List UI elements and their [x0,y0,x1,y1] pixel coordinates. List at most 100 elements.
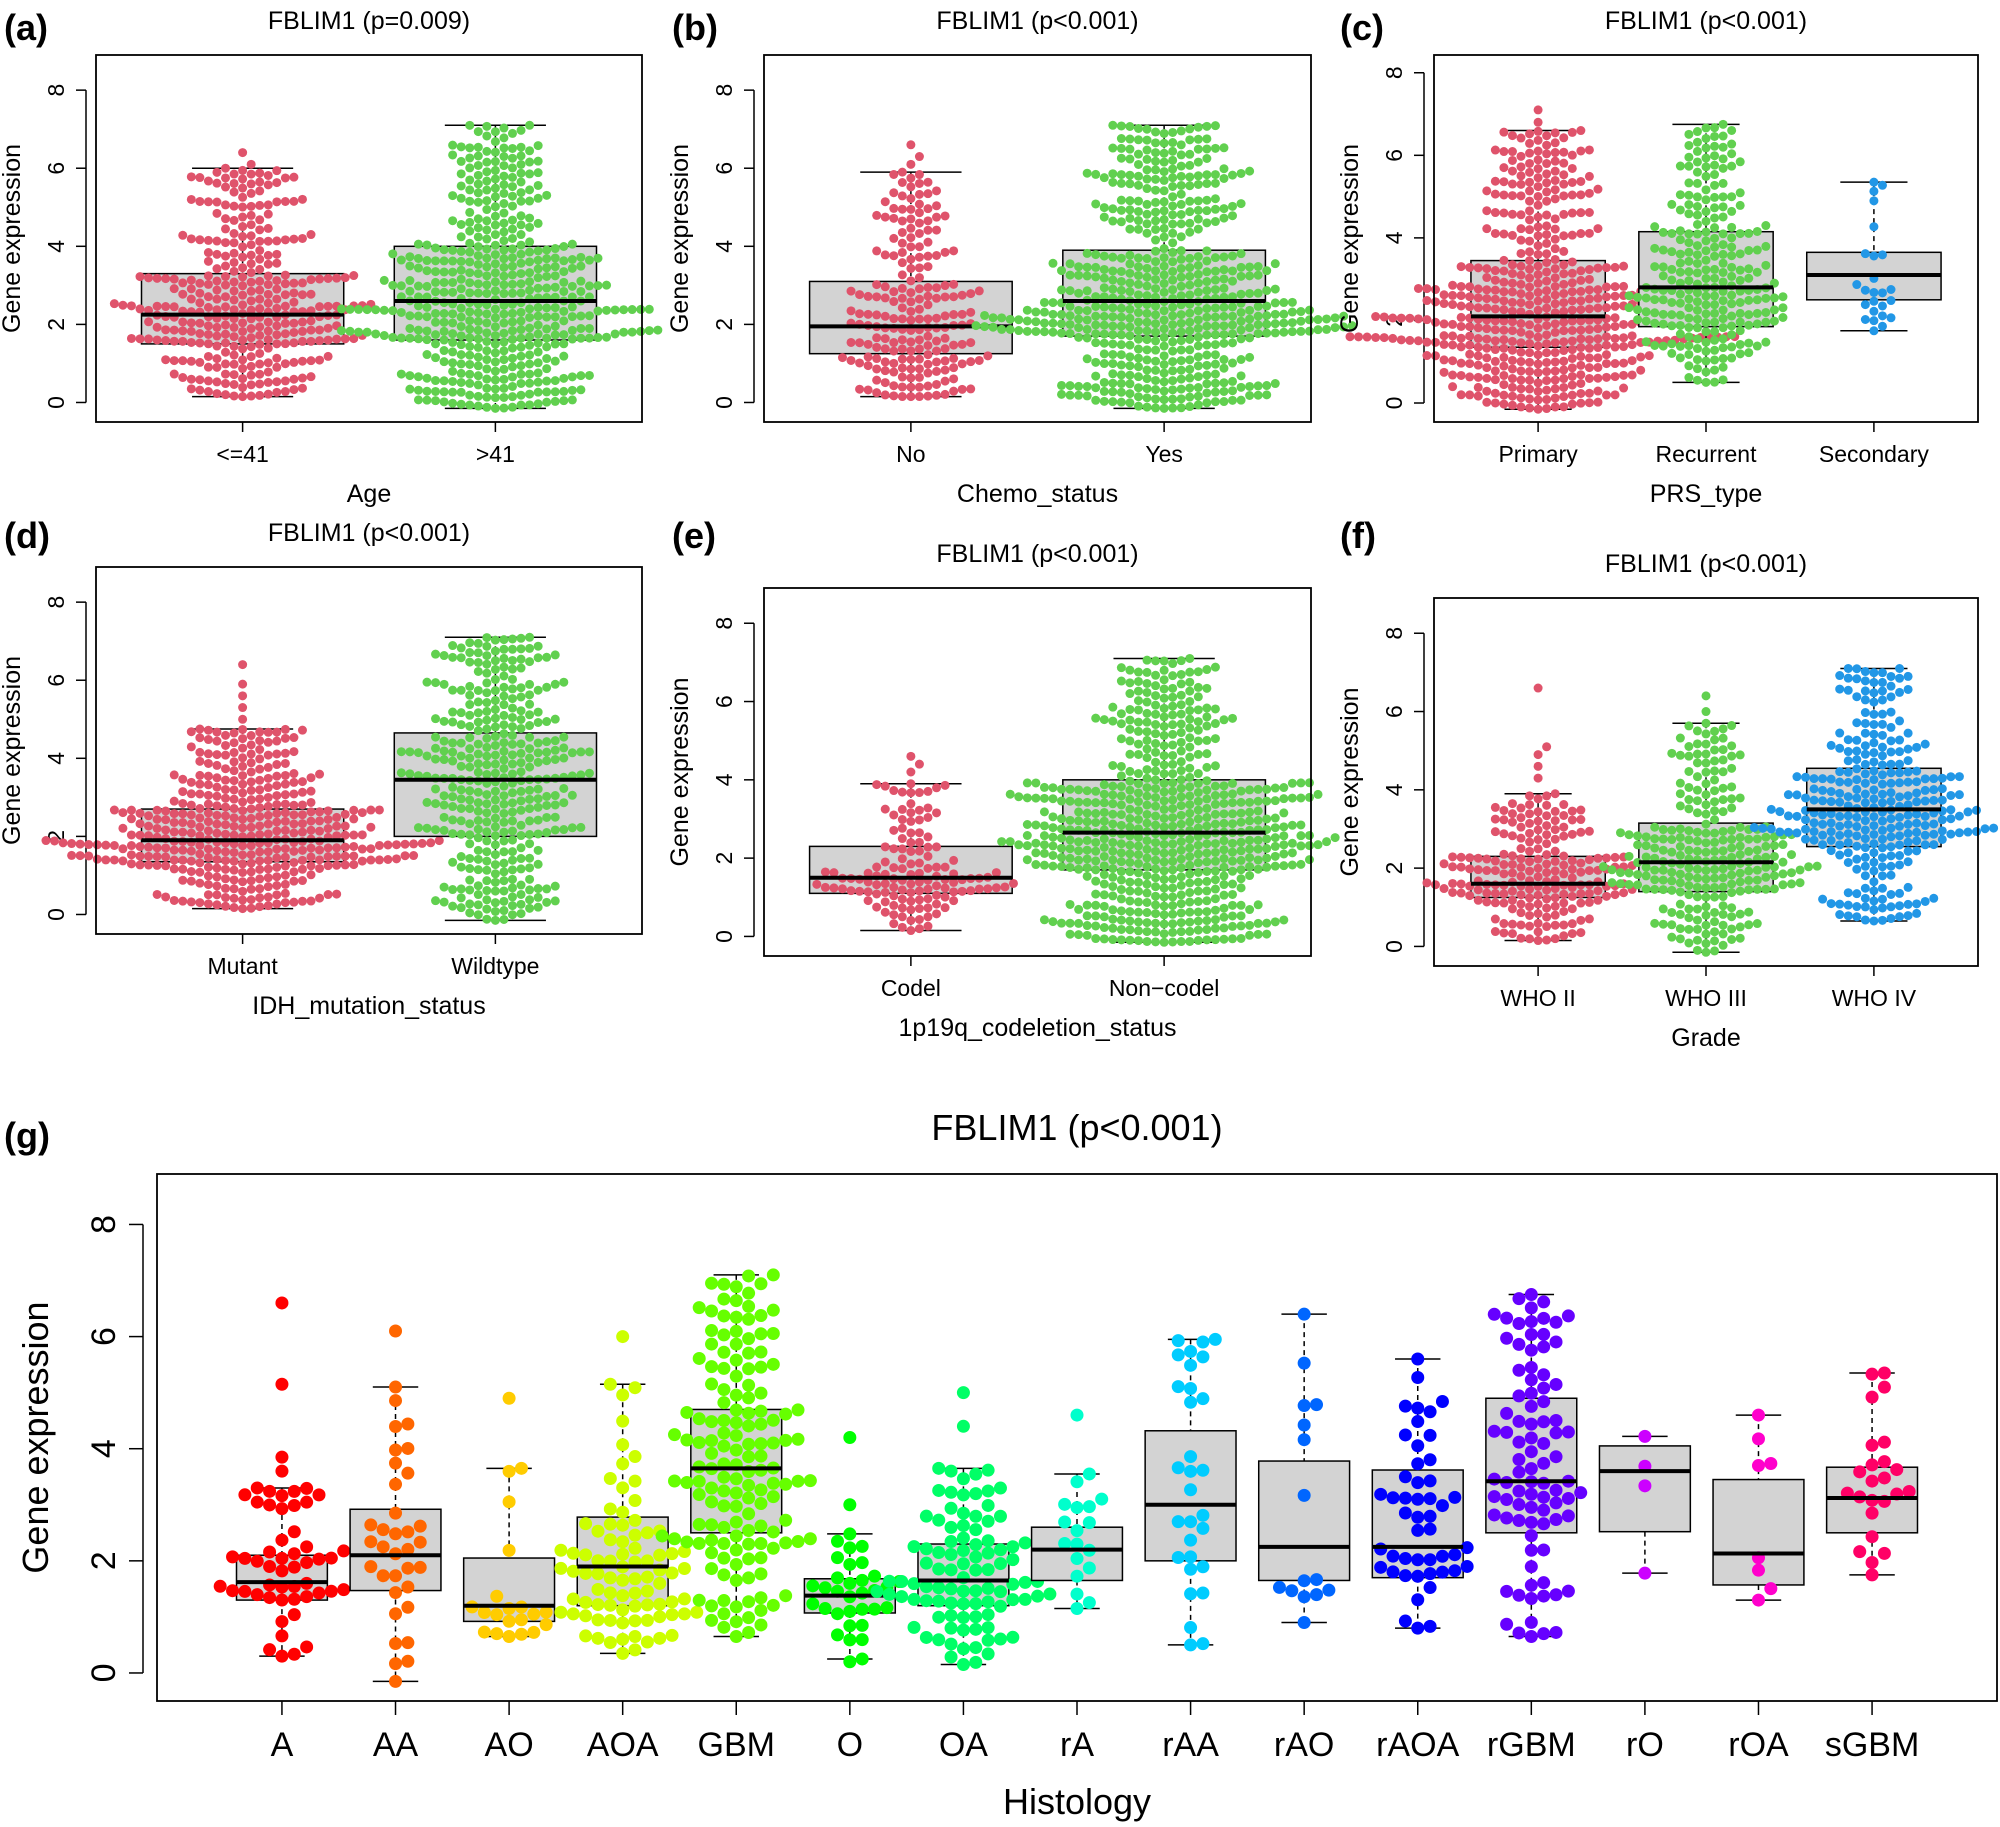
data-point [1159,351,1169,361]
data-point [238,771,248,781]
data-point [490,322,500,332]
data-point [1082,900,1092,910]
data-point [1650,308,1660,318]
data-point [1133,334,1143,344]
data-point [238,355,248,365]
data-point [212,872,222,882]
data-point [297,864,307,874]
data-point [1718,846,1728,856]
data-point [889,910,899,920]
data-point [1912,766,1922,776]
data-point [1304,830,1314,840]
data-point [1193,814,1203,824]
data-point [1843,911,1853,921]
data-point [1843,848,1853,858]
data-point [178,864,188,874]
data-point [1422,296,1432,306]
data-point [280,844,290,854]
data-point [1835,767,1845,777]
data-point [1869,251,1879,261]
data-point [1142,908,1152,918]
data-point [448,245,458,255]
data-point [550,387,560,397]
y-tick-label: 4 [43,240,69,253]
data-point [507,739,517,749]
data-point [1507,886,1517,896]
data-point [255,775,265,785]
data-point [300,1590,314,1604]
data-point [169,302,179,312]
data-point [1701,902,1711,912]
data-point [1210,285,1220,295]
data-point [550,736,560,746]
data-point [1159,395,1169,405]
data-point [1253,796,1263,806]
data-point [949,374,959,384]
data-point [627,327,637,337]
data-point [448,641,458,651]
data-point [1701,838,1711,848]
data-point [439,357,449,367]
data-point [1533,807,1543,817]
data-point [1542,830,1552,840]
data-point [246,179,256,189]
data-point [889,314,899,324]
data-point [1185,392,1195,402]
data-point [1456,342,1466,352]
data-point [169,827,179,837]
data-point [1048,327,1058,337]
data-point [525,895,535,905]
data-point [1142,888,1152,898]
data-point [516,258,526,268]
data-point [1860,708,1870,718]
data-point [514,1461,528,1475]
data-point [1584,363,1594,373]
data-point [1516,347,1526,357]
data-point [1142,165,1152,175]
x-tick-label: Codel [881,975,941,1001]
data-point [1818,819,1828,829]
data-point [246,333,256,343]
data-point [1710,907,1720,917]
data-point [238,222,248,232]
data-point [533,815,543,825]
data-point [357,844,367,854]
data-point [1507,345,1517,355]
data-point [1718,807,1728,817]
data-point [872,862,882,872]
data-point [263,236,273,246]
data-point [1091,199,1101,209]
data-point [1270,783,1280,793]
data-point [229,728,239,738]
box-AA [349,1324,442,1688]
data-point [1869,812,1879,822]
data-point [1576,370,1586,380]
data-point [897,344,907,354]
data-point [1507,382,1517,392]
data-point [1516,179,1526,189]
data-point [1701,739,1711,749]
data-point [1584,914,1594,924]
data-point [1116,195,1126,205]
data-point [1576,398,1586,408]
data-point [1895,860,1905,870]
data-point [152,335,162,345]
data-point [872,889,882,899]
data-point [1125,379,1135,389]
data-point [340,273,350,283]
data-point [1099,386,1109,396]
data-point [1886,851,1896,861]
data-point [482,225,492,235]
data-point [1499,305,1509,315]
data-point [1262,784,1272,794]
y-tick-label: 8 [85,1215,123,1234]
data-point [1744,310,1754,320]
data-point [1210,330,1220,340]
data-point [456,274,466,284]
data-point [1262,844,1272,854]
data-point [465,268,475,278]
data-point [525,657,535,667]
data-point [1193,749,1203,759]
data-point [602,305,612,315]
data-point [272,339,282,349]
